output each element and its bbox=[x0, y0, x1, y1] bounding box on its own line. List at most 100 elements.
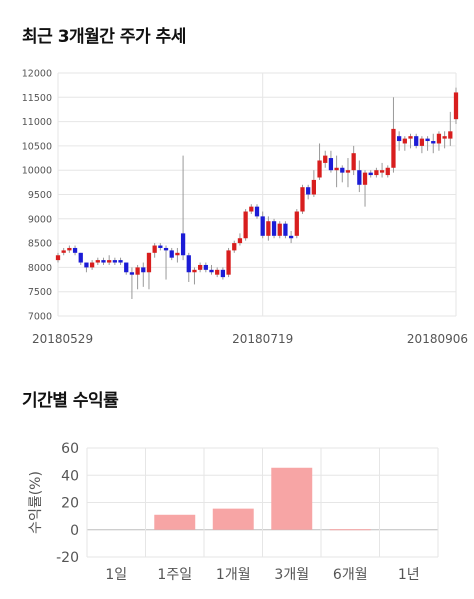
candle-body bbox=[72, 247, 78, 253]
y-tick-label: -20 bbox=[56, 550, 79, 566]
candle-body bbox=[425, 138, 430, 142]
return-bar bbox=[271, 467, 313, 530]
candle-body bbox=[271, 221, 277, 236]
candle-body bbox=[232, 243, 237, 251]
candle-body bbox=[340, 167, 345, 173]
candle-body bbox=[198, 264, 203, 270]
candle-body bbox=[448, 131, 453, 139]
x-tick-label: 20180529 bbox=[32, 332, 93, 346]
y-tick-label: 60 bbox=[61, 441, 79, 457]
x-tick-label: 1개월 bbox=[216, 567, 251, 583]
candle-body bbox=[169, 250, 174, 258]
candle-body bbox=[311, 179, 316, 195]
candle-body bbox=[124, 262, 129, 273]
candle-body bbox=[107, 260, 112, 263]
candle-body bbox=[249, 206, 254, 212]
x-tick-label: 1주일 bbox=[157, 567, 192, 583]
candle-body bbox=[254, 206, 260, 217]
candle-body bbox=[414, 136, 419, 146]
candle-body bbox=[436, 133, 442, 144]
candle-body bbox=[351, 153, 356, 171]
candlestick-chart: 7000 7500 8000 8500 9000 9500 10000 10500 11000 1… bbox=[22, 69, 468, 347]
y-tick-label: 8000 bbox=[28, 263, 52, 274]
candle-body bbox=[288, 235, 294, 239]
candle-body bbox=[220, 269, 226, 278]
candle-body bbox=[408, 136, 413, 139]
candle-body bbox=[146, 252, 152, 273]
candle-body bbox=[67, 247, 72, 251]
candle-body bbox=[78, 252, 83, 263]
candle-body bbox=[260, 216, 265, 236]
candle-body bbox=[328, 158, 334, 171]
candle-body bbox=[397, 136, 402, 142]
y-tick-label: 7000 bbox=[28, 312, 52, 323]
candle-body bbox=[300, 187, 305, 212]
y-axis-label: 수익률(%) bbox=[28, 471, 44, 534]
candle-body bbox=[277, 223, 282, 236]
y-tick-label: 0 bbox=[70, 523, 79, 539]
candle-body bbox=[334, 167, 339, 171]
candle-body bbox=[243, 211, 248, 239]
candle-body bbox=[317, 160, 322, 178]
candle-body bbox=[95, 260, 100, 263]
y-tick-label: 9500 bbox=[28, 190, 52, 201]
candle-body bbox=[294, 211, 299, 236]
candle-body bbox=[152, 245, 157, 253]
candle-body bbox=[379, 170, 385, 173]
y-tick-label: 11000 bbox=[22, 117, 52, 128]
candle-body bbox=[141, 267, 146, 273]
candle-body bbox=[368, 172, 373, 176]
x-tick-label: 20180906 bbox=[407, 332, 468, 346]
candle-body bbox=[442, 136, 447, 139]
candle-body bbox=[61, 250, 66, 253]
candle-body bbox=[129, 272, 135, 275]
y-tick-label: 40 bbox=[61, 468, 79, 484]
y-tick-label: 10500 bbox=[22, 141, 52, 152]
candle-body bbox=[135, 267, 140, 275]
candle-body bbox=[345, 170, 351, 173]
y-tick-label: 11500 bbox=[22, 93, 52, 104]
candle-body bbox=[89, 262, 95, 268]
y-tick-label: 9000 bbox=[28, 214, 52, 225]
candle-body bbox=[357, 170, 362, 185]
candle-body bbox=[180, 233, 186, 256]
y-tick-label: 7500 bbox=[28, 287, 52, 298]
candle-body bbox=[266, 221, 271, 236]
candle-body bbox=[55, 255, 61, 261]
candle-body bbox=[306, 187, 311, 195]
return-bar bbox=[212, 508, 254, 530]
candle-body bbox=[362, 172, 368, 185]
period-return-title: 기간별 수익률 bbox=[22, 391, 119, 411]
y-tick-label: 12000 bbox=[22, 69, 52, 80]
candle-body bbox=[402, 138, 407, 144]
candle-body bbox=[431, 141, 436, 144]
return-bar bbox=[329, 529, 371, 531]
candle-body bbox=[215, 269, 220, 275]
candle-body bbox=[101, 260, 106, 263]
candle-body bbox=[323, 155, 328, 163]
x-tick-label: 6개월 bbox=[333, 567, 368, 583]
candle-body bbox=[391, 128, 396, 168]
candle-body bbox=[192, 269, 197, 273]
candle-body bbox=[226, 250, 231, 275]
x-tick-label: 3개월 bbox=[274, 567, 309, 583]
y-tick-label: 10000 bbox=[22, 166, 52, 177]
x-tick-label: 1년 bbox=[398, 567, 420, 583]
x-tick-label: 1일 bbox=[105, 567, 127, 583]
candle-body bbox=[158, 245, 163, 248]
candle-body bbox=[163, 247, 169, 251]
candle-body bbox=[283, 223, 288, 236]
candle-body bbox=[385, 167, 390, 176]
candle-body bbox=[186, 255, 191, 273]
candle-body bbox=[112, 260, 117, 263]
y-tick-label: 20 bbox=[61, 496, 79, 512]
y-tick-label: 8500 bbox=[28, 239, 52, 250]
candle-body bbox=[175, 252, 180, 256]
candle-body bbox=[237, 238, 243, 244]
x-tick-label: 20180719 bbox=[232, 332, 293, 346]
price-trend-title: 최근 3개월간 주가 추세 bbox=[22, 27, 186, 47]
candle-body bbox=[374, 170, 379, 176]
candle-body bbox=[419, 138, 425, 146]
candle-body bbox=[209, 269, 214, 273]
